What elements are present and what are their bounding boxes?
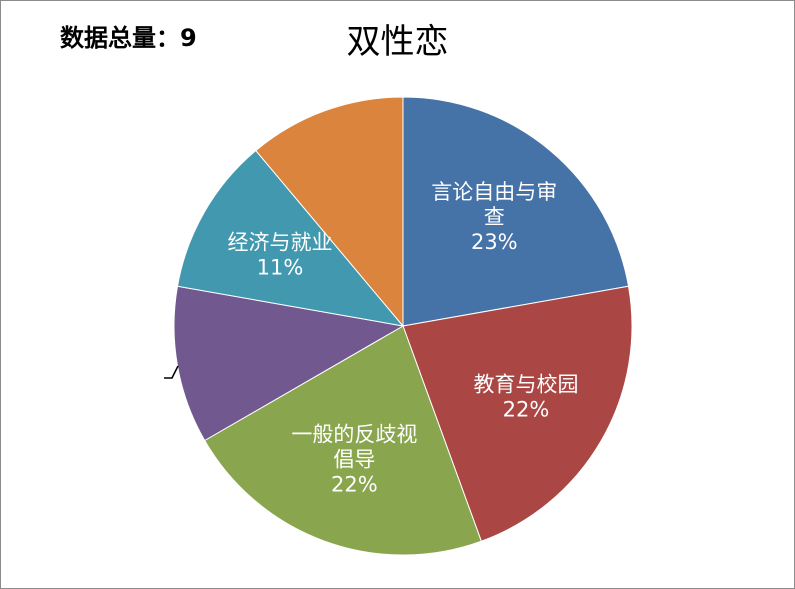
slice-percent: 23%	[471, 230, 518, 254]
slice-name: 言论自由与审	[431, 180, 557, 204]
slice-name: 经济与就业	[228, 231, 333, 255]
pie-slice-4	[176, 149, 405, 327]
chart-title: 双性恋	[346, 22, 449, 62]
slice-label-4: 经济与就业 11%	[228, 231, 333, 280]
pie-slice-3	[173, 285, 405, 442]
leader-line	[164, 365, 179, 379]
slice-name: 倡导	[333, 447, 375, 471]
slice-label-0: 言论自由与审查 23%	[431, 180, 557, 254]
slice-percent: 11%	[257, 256, 304, 280]
slice-label-2: 一般的反歧视倡导 22%	[291, 422, 417, 496]
slice-percent: 22%	[331, 472, 378, 496]
pie-slice-1	[402, 285, 633, 542]
pie-slices	[173, 96, 633, 556]
slice-percent: 22%	[503, 398, 550, 422]
pie-slice-5	[255, 96, 404, 328]
slice-label-1: 教育与校园 22%	[474, 373, 579, 422]
slice-name: 查	[484, 205, 505, 229]
pie-labels: 言论自由与审查 23%教育与校园 22%一般的反歧视倡导 22%经济与就业 11%	[228, 180, 579, 496]
slice-name: 教育与校园	[474, 373, 579, 397]
pie-slice-2	[203, 325, 482, 556]
pie-slice-0	[402, 96, 630, 327]
slice-name: 一般的反歧视	[291, 422, 417, 446]
data-total-label: 数据总量：9	[60, 24, 197, 52]
